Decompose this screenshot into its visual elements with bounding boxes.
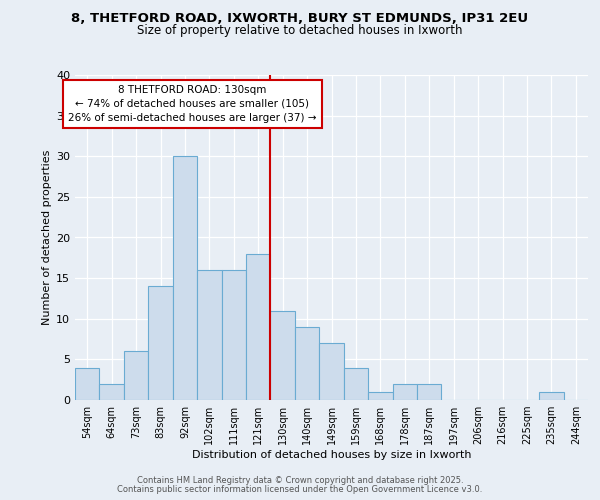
Bar	[344, 368, 368, 400]
Bar	[173, 156, 197, 400]
Bar	[271, 310, 295, 400]
Bar	[319, 343, 344, 400]
Text: 8 THETFORD ROAD: 130sqm
← 74% of detached houses are smaller (105)
26% of semi-d: 8 THETFORD ROAD: 130sqm ← 74% of detache…	[68, 84, 317, 122]
X-axis label: Distribution of detached houses by size in Ixworth: Distribution of detached houses by size …	[192, 450, 471, 460]
Bar	[417, 384, 442, 400]
Bar	[368, 392, 392, 400]
Y-axis label: Number of detached properties: Number of detached properties	[42, 150, 52, 325]
Bar	[539, 392, 563, 400]
Bar	[221, 270, 246, 400]
Bar	[75, 368, 100, 400]
Bar	[295, 327, 319, 400]
Bar	[148, 286, 173, 400]
Bar	[197, 270, 221, 400]
Bar	[100, 384, 124, 400]
Text: Size of property relative to detached houses in Ixworth: Size of property relative to detached ho…	[137, 24, 463, 37]
Bar	[124, 351, 148, 400]
Text: Contains public sector information licensed under the Open Government Licence v3: Contains public sector information licen…	[118, 485, 482, 494]
Bar	[246, 254, 271, 400]
Text: 8, THETFORD ROAD, IXWORTH, BURY ST EDMUNDS, IP31 2EU: 8, THETFORD ROAD, IXWORTH, BURY ST EDMUN…	[71, 12, 529, 26]
Text: Contains HM Land Registry data © Crown copyright and database right 2025.: Contains HM Land Registry data © Crown c…	[137, 476, 463, 485]
Bar	[392, 384, 417, 400]
